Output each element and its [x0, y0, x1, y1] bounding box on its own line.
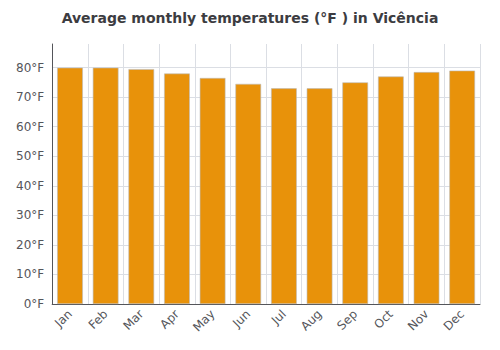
svg-text:80°F: 80°F: [16, 61, 44, 75]
svg-text:70°F: 70°F: [16, 90, 44, 104]
svg-text:Dec: Dec: [441, 307, 467, 333]
svg-text:Aug: Aug: [298, 307, 324, 333]
svg-text:May: May: [190, 307, 217, 334]
svg-text:Nov: Nov: [405, 307, 431, 333]
svg-text:Jul: Jul: [268, 307, 289, 328]
svg-text:50°F: 50°F: [16, 149, 44, 163]
svg-text:20°F: 20°F: [16, 238, 44, 252]
svg-text:Sep: Sep: [334, 307, 360, 333]
svg-text:Average monthly temperatures (: Average monthly temperatures (°F ) in Vi…: [62, 10, 439, 26]
svg-text:Mar: Mar: [120, 307, 146, 333]
svg-text:Jan: Jan: [51, 307, 75, 331]
svg-text:Apr: Apr: [157, 307, 182, 332]
svg-text:Jun: Jun: [229, 307, 253, 331]
svg-text:60°F: 60°F: [16, 120, 44, 134]
svg-text:Oct: Oct: [371, 307, 396, 332]
svg-text:40°F: 40°F: [16, 179, 44, 193]
svg-text:0°F: 0°F: [24, 297, 45, 311]
svg-text:30°F: 30°F: [16, 208, 44, 222]
svg-text:Feb: Feb: [86, 307, 111, 332]
svg-text:10°F: 10°F: [16, 267, 44, 281]
